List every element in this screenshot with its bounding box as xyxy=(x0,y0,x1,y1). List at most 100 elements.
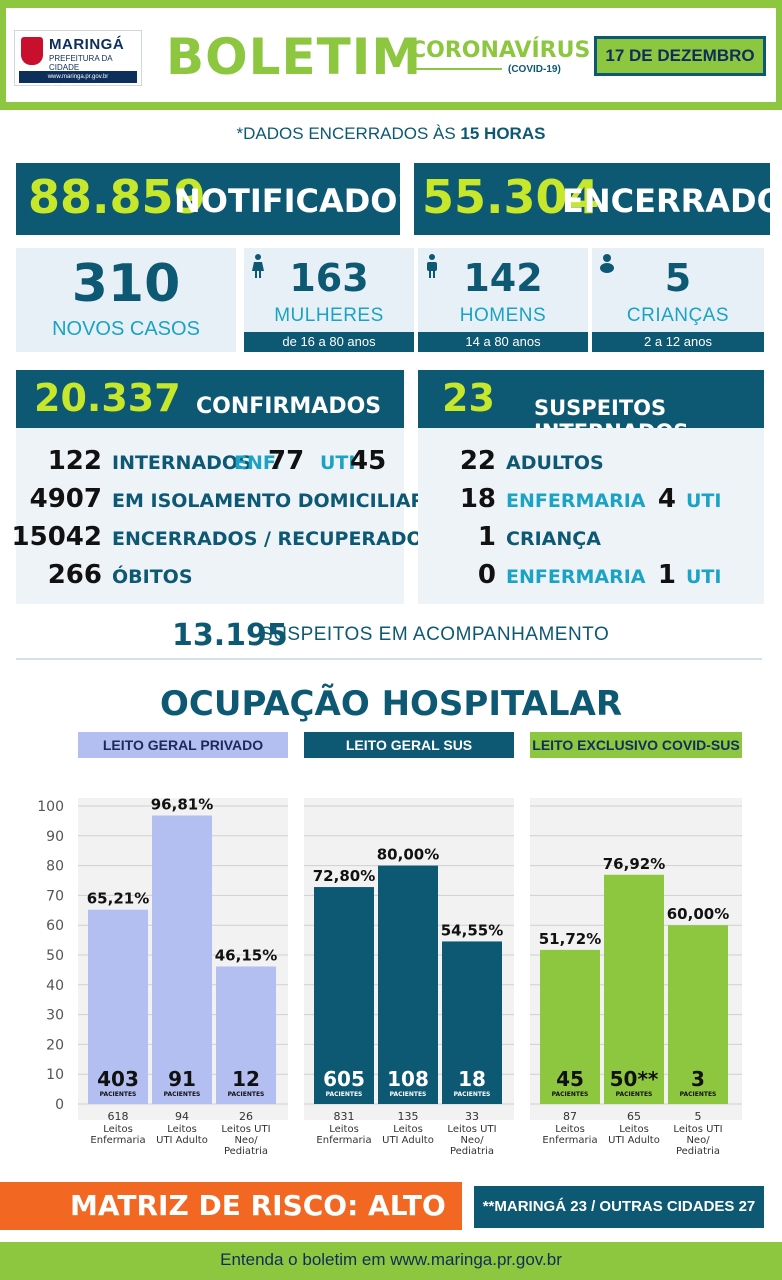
adult-uti-value: 4 xyxy=(657,484,676,514)
bar xyxy=(604,874,664,1104)
bed-count: 65 xyxy=(627,1110,641,1123)
date-badge: 17 DE DEZEMBRO xyxy=(594,36,766,76)
bed-type-label: Neo/ xyxy=(234,1135,258,1146)
y-tick-label: 70 xyxy=(46,888,64,904)
bed-type-label: Leitos UTI xyxy=(221,1124,270,1135)
data-cutoff-note: *DADOS ENCERRADOS ÀS 15 HORAS xyxy=(0,124,782,144)
criancas-value: 5 xyxy=(664,256,692,300)
adultos-label: ADULTOS xyxy=(506,452,604,474)
bed-count: 33 xyxy=(465,1110,479,1123)
bar xyxy=(378,865,438,1104)
bed-count: 94 xyxy=(175,1110,189,1123)
bar-patients-count: 18 xyxy=(458,1067,486,1091)
suspeitos-header xyxy=(418,370,764,428)
crianca-uti-label: UTI xyxy=(686,566,722,588)
bar-patients-count: 12 xyxy=(232,1067,260,1091)
enf-value: 77 xyxy=(268,446,305,476)
recuperados-label: ENCERRADOS / RECUPERADOS xyxy=(112,528,437,550)
bed-count: 26 xyxy=(239,1110,253,1123)
bar xyxy=(668,925,728,1104)
adultos-value: 22 xyxy=(459,446,496,476)
risk-matrix-note: **MARINGÁ 23 / OUTRAS CIDADES 27 xyxy=(474,1186,764,1228)
bar-patients-label: PACIENTES xyxy=(552,1091,589,1098)
covid-tag: (COVID-19) xyxy=(508,64,561,75)
page-subtitle: CORONAVÍRUS xyxy=(410,38,591,63)
bar-patients-label: PACIENTES xyxy=(100,1091,137,1098)
baby-icon xyxy=(600,254,614,273)
bar-patients-label: PACIENTES xyxy=(326,1091,363,1098)
mulheres-value: 163 xyxy=(289,256,369,300)
y-tick-label: 30 xyxy=(46,1008,64,1024)
bed-type-label: Leitos UTI xyxy=(673,1124,722,1135)
bar-patients-count: 403 xyxy=(97,1067,139,1091)
homens-label: HOMENS xyxy=(459,305,547,326)
y-tick-label: 50 xyxy=(46,948,64,964)
adult-uti-label: UTI xyxy=(686,490,722,512)
bed-type-label: Pediatria xyxy=(676,1146,720,1157)
y-tick-label: 20 xyxy=(46,1037,64,1053)
encerrados-value: 55.304 xyxy=(422,170,600,224)
enf-label: ENF. xyxy=(234,452,281,474)
bar-patients-count: 605 xyxy=(323,1067,365,1091)
confirmados-panel xyxy=(16,428,404,604)
group-header-covid: LEITO EXCLUSIVO COVID-SUS xyxy=(530,732,742,758)
suspeitos-panel xyxy=(418,428,764,604)
ocupacao-title: OCUPAÇÃO HOSPITALAR xyxy=(159,684,623,724)
mulheres-label: MULHERES xyxy=(274,305,384,326)
bed-type-label: Leitos xyxy=(555,1124,585,1135)
encerrados-box xyxy=(414,163,770,235)
bar xyxy=(442,941,502,1104)
y-tick-label: 80 xyxy=(46,859,64,875)
obitos-value: 266 xyxy=(47,560,102,590)
novos-casos-value: 310 xyxy=(71,254,181,314)
y-tick-label: 100 xyxy=(37,799,64,815)
bed-count: 618 xyxy=(108,1110,129,1123)
crianca-enf-label: ENFERMARIA xyxy=(506,566,646,588)
y-tick-label: 0 xyxy=(55,1097,64,1113)
bed-type-label: Leitos xyxy=(103,1124,133,1135)
adult-enf-label: ENFERMARIA xyxy=(506,490,646,512)
bed-type-label: UTI Adulto xyxy=(382,1135,434,1146)
risk-matrix-banner: MATRIZ DE RISCO: ALTO xyxy=(0,1182,462,1230)
isolamento-label: EM ISOLAMENTO DOMICILIAR xyxy=(112,490,426,512)
bed-type-label: Neo/ xyxy=(686,1135,710,1146)
y-tick-label: 60 xyxy=(46,918,64,934)
bar-value-label: 65,21% xyxy=(87,890,149,908)
isolamento-value: 4907 xyxy=(29,484,102,514)
suspeitos-value: 23 xyxy=(442,376,495,420)
novos-casos-box xyxy=(16,248,236,352)
group-header-privado: LEITO GERAL PRIVADO xyxy=(78,732,288,758)
bed-type-label: Leitos xyxy=(393,1124,423,1135)
footer-link-text: Entenda o boletim em www.maringa.pr.gov.… xyxy=(0,1242,782,1280)
mulheres-age: de 16 a 80 anos xyxy=(244,332,414,352)
bed-type-label: Leitos xyxy=(167,1124,197,1135)
y-tick-label: 10 xyxy=(46,1067,64,1083)
criancas-age: 2 a 12 anos xyxy=(592,332,764,352)
logo-subtitle: PREFEITURA DA CIDADE xyxy=(49,54,113,72)
y-tick-label: 90 xyxy=(46,829,64,845)
bed-type-label: UTI Adulto xyxy=(156,1135,208,1146)
bed-type-label: Enfermaria xyxy=(90,1135,145,1146)
internados-value: 122 xyxy=(47,446,102,476)
notificados-value: 88.859 xyxy=(28,170,206,224)
bar-patients-count: 50** xyxy=(610,1067,659,1091)
bed-type-label: UTI Adulto xyxy=(608,1135,660,1146)
bar-patients-count: 45 xyxy=(556,1067,584,1091)
bar-patients-label: PACIENTES xyxy=(164,1091,201,1098)
bed-type-label: Pediatria xyxy=(224,1146,268,1157)
bar-value-label: 96,81% xyxy=(151,796,213,814)
bar-value-label: 80,00% xyxy=(377,846,439,864)
logo-city-name: MARINGÁ xyxy=(49,36,125,53)
group-header-sus: LEITO GERAL SUS xyxy=(304,732,514,758)
bar-patients-label: PACIENTES xyxy=(616,1091,653,1098)
encerrados-label: ENCERRADOS xyxy=(562,182,782,220)
occupancy-chart: 010203040506070809010065,21%403PACIENTES… xyxy=(37,796,742,1157)
city-shield-icon xyxy=(21,37,43,65)
confirmados-value: 20.337 xyxy=(34,376,181,420)
woman-icon xyxy=(252,254,264,278)
crianca-uti-value: 1 xyxy=(657,560,676,590)
criancas-label: CRIANÇAS xyxy=(626,305,730,326)
bed-count: 87 xyxy=(563,1110,577,1123)
bar xyxy=(540,949,600,1104)
bed-type-label: Leitos xyxy=(619,1124,649,1135)
